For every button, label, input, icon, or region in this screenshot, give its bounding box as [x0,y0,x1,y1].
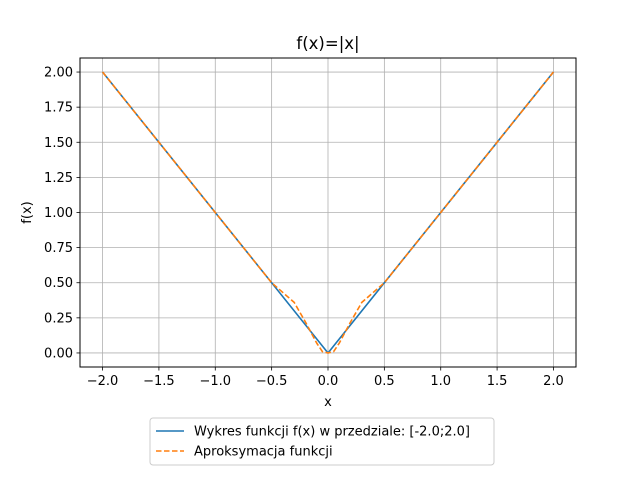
x-tick-label: −1.5 [143,374,175,389]
x-tick-label: −1.0 [199,374,231,389]
x-tick-label: 1.0 [430,374,451,389]
y-tick-label: 0.00 [44,346,73,361]
x-tick-label: 0.5 [374,374,395,389]
series-layer [101,71,555,354]
series-line-2 [101,71,555,354]
x-tick-label: −0.5 [256,374,288,389]
x-axis-label: x [324,395,332,410]
legend-label-2: Aproksymacja funkcji [194,445,333,460]
y-tick-label: 1.25 [44,171,73,186]
y-tick-label: 1.75 [44,101,73,116]
ticks: −2.0 −1.5 −1.0 −0.5 0.0 0.5 1.0 1.5 2.0 0.00 0.25 0… [44,66,564,389]
y-axis-label: f(x) [20,201,35,223]
legend: Wykres funkcji f(x) w przedziale: [-2.0;… [149,417,495,466]
x-tick-label: 0.0 [318,374,339,389]
x-tick-label: −2.0 [87,374,119,389]
y-tick-label: 1.50 [44,136,73,151]
legend-box [149,417,495,466]
y-tick-label: 0.50 [44,276,73,291]
y-tick-label: 2.00 [44,66,73,81]
chart-title: f(x)=|x| [296,34,359,53]
legend-label-1: Wykres funkcji f(x) w przedziale: [-2.0;… [194,425,470,440]
y-tick-label: 1.00 [44,206,73,221]
x-tick-label: 1.5 [487,374,508,389]
y-tick-label: 0.25 [44,311,73,326]
y-tick-label: 0.75 [44,241,73,256]
x-tick-label: 2.0 [543,374,564,389]
grid [80,58,576,367]
